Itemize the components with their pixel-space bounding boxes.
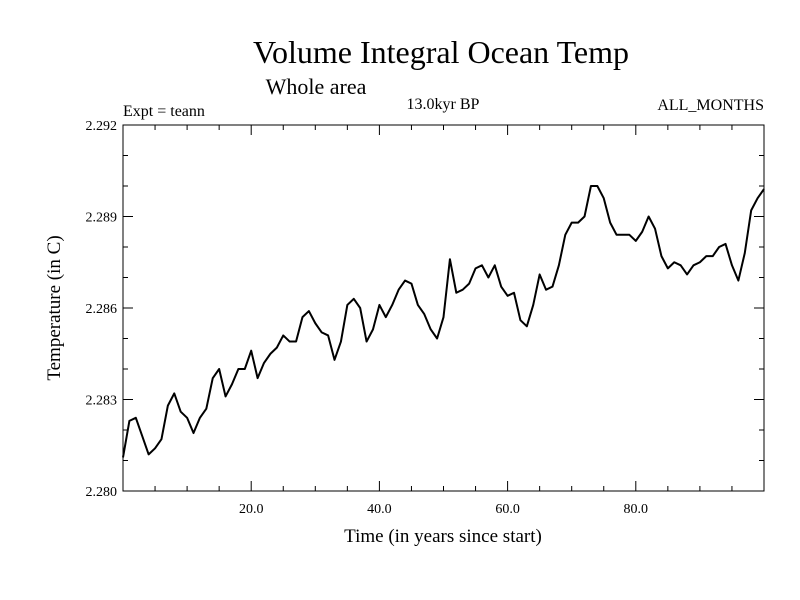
x-tick-label: 60.0 xyxy=(495,502,520,517)
chart-title: Volume Integral Ocean Temp xyxy=(253,34,629,70)
experiment-label: Expt = teann xyxy=(123,103,205,120)
y-tick-label: 2.292 xyxy=(86,119,118,134)
x-axis-ticks xyxy=(154,125,733,491)
x-tick-label: 20.0 xyxy=(239,502,264,517)
y-axis-ticks xyxy=(123,155,764,461)
x-tick-label: 40.0 xyxy=(367,502,392,517)
temperature-series-line xyxy=(122,185,765,458)
x-axis-tick-labels: 20.0 40.0 60.0 80.0 xyxy=(239,502,648,517)
y-tick-label: 2.283 xyxy=(86,394,118,409)
y-tick-label: 2.280 xyxy=(86,485,118,500)
x-tick-label: 80.0 xyxy=(624,502,649,517)
y-axis-tick-labels: 2.280 2.283 2.286 2.289 2.292 xyxy=(86,119,118,500)
y-axis-label: Temperature (in C) xyxy=(44,235,65,380)
plot-frame xyxy=(122,124,765,492)
y-tick-label: 2.286 xyxy=(86,302,118,317)
period-label: 13.0kyr BP xyxy=(407,96,480,113)
y-tick-label: 2.289 xyxy=(86,211,118,226)
x-axis-label: Time (in years since start) xyxy=(344,526,542,547)
chart-subtitle: Whole area xyxy=(266,74,367,99)
months-label: ALL_MONTHS xyxy=(657,97,764,114)
